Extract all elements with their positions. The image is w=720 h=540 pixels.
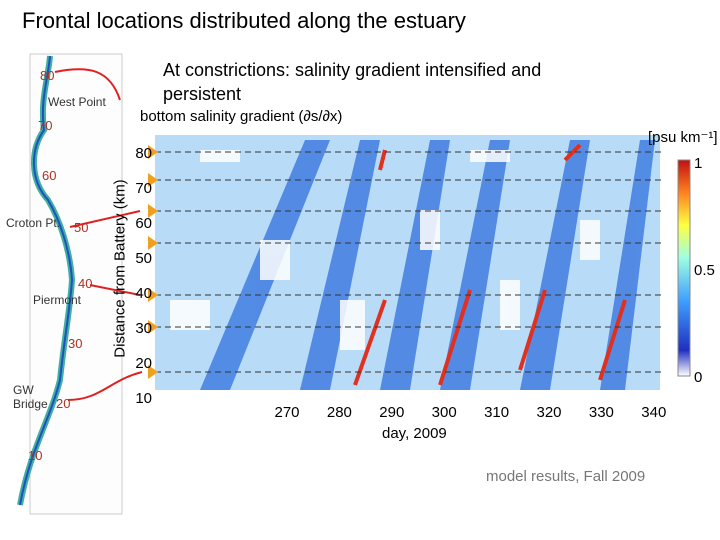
- y-tick-label: 60: [135, 215, 152, 232]
- x-tick-label: 340: [641, 404, 666, 421]
- map-km-label: 80: [40, 68, 54, 83]
- map-km-label: 50: [74, 220, 88, 235]
- river-channel: [19, 55, 74, 506]
- place-label: West Point: [48, 95, 106, 109]
- x-tick-label: 310: [484, 404, 509, 421]
- map-km-label: 60: [42, 168, 56, 183]
- place-label: Piermont: [33, 293, 82, 307]
- x-tick-label: 330: [589, 404, 614, 421]
- x-tick-label: 270: [274, 404, 299, 421]
- place-label: GW Bridge: [13, 383, 48, 411]
- x-tick-label: 300: [432, 404, 457, 421]
- y-tick-label: 20: [135, 355, 152, 372]
- colorbar-tick-label: 1: [694, 155, 702, 172]
- map-km-label: 70: [38, 118, 52, 133]
- x-tick-label: 320: [536, 404, 561, 421]
- title: Frontal locations distributed along the …: [22, 8, 466, 33]
- heatmap-image: [148, 135, 665, 390]
- caption: model results, Fall 2009: [486, 468, 646, 485]
- map-km-label: 10: [28, 448, 42, 463]
- map-km-label: 40: [78, 276, 92, 291]
- y-tick-label: 50: [135, 250, 152, 267]
- colorbar-tick-label: 0.5: [694, 262, 715, 279]
- y-tick-label: 10: [135, 390, 152, 407]
- y-tick-label: 70: [135, 180, 152, 197]
- map-km-label: 30: [68, 336, 82, 351]
- y-tick-label: 30: [135, 320, 152, 337]
- x-tick-label: 290: [379, 404, 404, 421]
- map-km-label: 20: [56, 396, 70, 411]
- colorbar-unit: [psu km⁻¹]: [648, 129, 718, 146]
- x-tick-label: 280: [327, 404, 352, 421]
- x-axis-label: day, 2009: [382, 425, 447, 442]
- y-axis-label: Distance from Battery (km): [111, 179, 129, 358]
- heatmap-title: bottom salinity gradient (∂s/∂x): [140, 108, 343, 125]
- colorbar-tick-label: 0: [694, 369, 702, 386]
- place-label: Croton Pt.: [6, 216, 61, 230]
- arrows: [54, 68, 143, 401]
- y-tick-label: 80: [135, 145, 152, 162]
- colorbar: [677, 159, 691, 377]
- annotation: At constrictions: salinity gradient inte…: [163, 60, 542, 104]
- y-tick-label: 40: [135, 285, 152, 302]
